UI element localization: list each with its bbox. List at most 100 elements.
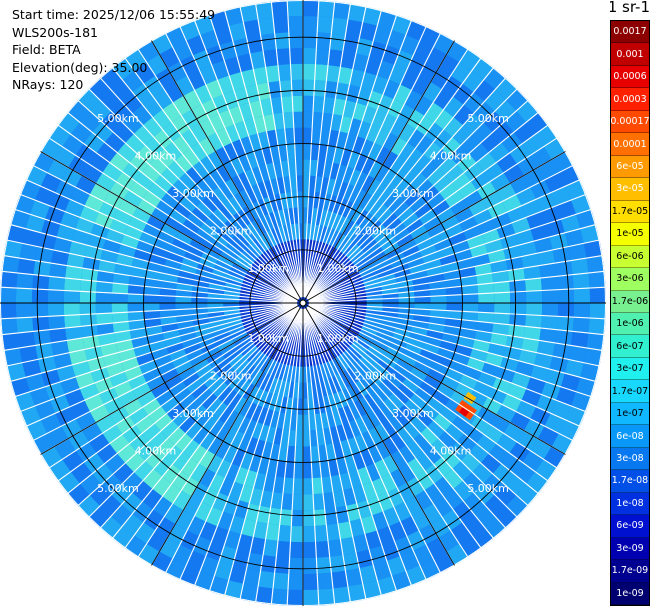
range-gate-cell [414,303,431,310]
range-gate-cell [271,246,282,262]
range-gate-cell [383,191,400,209]
range-gate-cell [128,216,147,232]
range-gate-cell [223,445,239,464]
range-gate-cell [350,206,364,223]
range-gate-cell [139,360,158,375]
range-gate-cell [286,224,294,241]
range-gate-cell [356,37,374,57]
range-gate-cell [445,286,463,296]
range-gate-cell [69,349,88,365]
colorbar-level: 3e-05 [611,178,649,201]
range-gate-cell [83,132,105,154]
range-gate-cell [111,292,128,303]
range-gate-cell [127,284,145,295]
range-gate-cell [350,249,365,263]
range-gate-cell [349,225,364,242]
range-gate-cell [127,293,144,303]
range-gate-cell [148,431,168,450]
range-gate-cell [37,232,57,250]
range-gate-cell [189,353,207,367]
range-gate-cell [370,367,386,382]
range-gate-cell [342,35,360,54]
range-gate-cell [89,484,112,506]
range-gate-cell [539,328,557,343]
range-gate-cell [247,326,263,338]
range-gate-cell [445,423,465,442]
range-gate-cell [476,321,494,333]
range-gate-cell [263,49,278,67]
range-gate-cell [215,259,232,271]
range-gate-cell [444,190,464,208]
range-gate-cell [48,276,66,291]
ray-separator [307,306,539,495]
range-gate-cell [474,263,493,276]
range-gate-cell [207,132,224,152]
range-gate-cell [413,154,432,173]
range-gate-cell [327,394,338,411]
colorbar-level: 1.7e-06 [611,290,649,313]
range-gate-cell [445,310,463,320]
range-gate-cell [312,332,321,349]
range-gate-cell [212,186,229,204]
colorbar-level: 0.0006 [611,65,649,89]
range-gate-cell [315,331,325,347]
range-gate-cell [45,381,65,401]
range-gate-cell [230,328,247,340]
range-gate-cell [53,352,72,370]
ray-separator [308,303,605,336]
range-gate-cell [172,409,191,428]
range-gate-cell [320,328,332,344]
range-gate-cell [463,225,482,241]
range-gate-cell [22,359,42,378]
range-gate-cell [415,178,434,197]
ray-separator [308,303,600,367]
range-gate-cell [238,252,254,266]
range-gate-cell [229,515,246,535]
range-gate-cell [20,179,41,201]
range-gate-cell [540,315,558,330]
range-gate-cell [178,224,197,240]
range-gate-cell [323,492,336,510]
range-gate-cell [328,230,340,247]
range-gate-cell [96,323,114,336]
range-gate-cell [282,225,290,242]
range-gate-cell [230,430,245,449]
range-gate-cell [124,365,143,381]
range-gate-cell [312,349,320,366]
range-gate-cell [433,174,452,193]
range-gate-cell [328,274,344,286]
range-gate-cell [545,219,565,237]
range-gate-cell [136,352,155,366]
range-gate-cell [539,263,557,278]
range-gate-cell [279,260,289,276]
range-gate-cell [246,348,261,363]
range-gate-cell [342,422,355,440]
range-gate-cell [319,460,331,478]
colorbar-level: 1.7e-08 [611,470,649,493]
range-gate-cell [365,124,381,143]
range-gate-cell [281,95,293,113]
range-gate-cell [274,362,284,379]
range-gate-cell [274,556,290,574]
range-gate-cell [82,164,103,184]
range-gate-cell [186,348,204,361]
range-gate-cell [387,173,404,192]
range-gate-cell [80,324,99,338]
range-gate-cell [153,457,173,477]
colorbar-level: 1e-05 [611,223,649,246]
range-gate-cell [164,141,183,161]
range-gate-cell [312,240,320,257]
range-gate-cell [161,396,180,414]
range-gate-cell [203,217,221,233]
range-gate-cell [378,323,396,333]
range-gate-cell [457,181,477,199]
range-gate-cell [245,503,260,522]
range-gate-cell [541,289,559,303]
range-gate-cell [560,373,581,392]
range-gate-cell [251,262,266,275]
ray-separator [307,306,549,482]
range-gate-cell [388,196,405,213]
range-gate-cell [111,282,129,294]
range-gate-cell [196,409,213,427]
range-gate-cell [123,398,143,416]
